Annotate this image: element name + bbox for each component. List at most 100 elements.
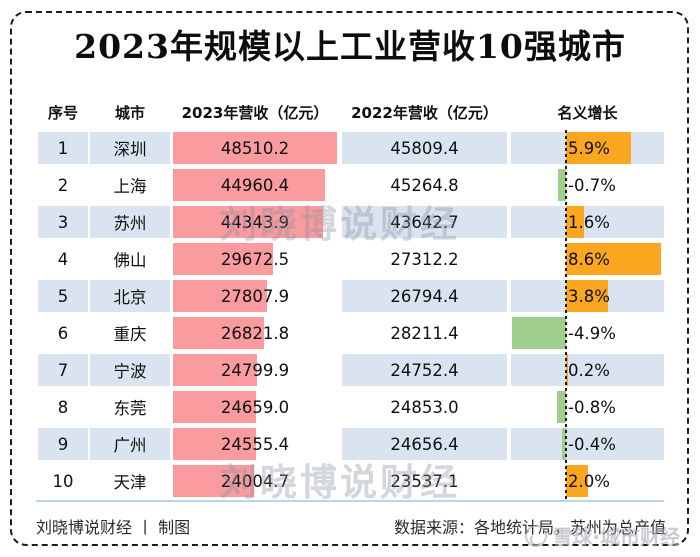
rev2022-value: 27312.2 (390, 249, 459, 269)
rev2023-bar (173, 243, 274, 275)
source-text: 数据来源：各地统计局，苏州为总产值 (393, 518, 666, 537)
rev2023-value: 24004.7 (220, 471, 290, 491)
rev2023-cell: 27807.9 (173, 280, 337, 312)
rank-value: 2 (57, 175, 69, 195)
rev2022-value: 23537.1 (390, 471, 459, 491)
table-row: 10 天津 24004.7 23537.1 2.0% (0, 465, 700, 497)
table-row: 2 上海 44960.4 45264.8 -0.7% (0, 169, 700, 201)
growth-cell: -0.4% (511, 428, 664, 460)
rev2023-cell: 24799.9 (173, 354, 337, 386)
rev2023-cell: 24555.4 (173, 428, 337, 460)
rank-value: 7 (57, 360, 69, 380)
table-row: 7 宁波 24799.9 24752.4 0.2% (0, 354, 700, 386)
rev2023-cell: 48510.2 (173, 132, 337, 164)
rank-value: 6 (57, 323, 69, 343)
rank-value: 1 (57, 138, 69, 158)
rev2023-value: 44960.4 (220, 175, 290, 195)
rev2022-value: 45809.4 (390, 138, 459, 158)
growth-cell: -4.9% (511, 317, 664, 349)
rev2023-cell: 24004.7 (173, 465, 337, 497)
rev2022-cell: 26794.4 (342, 280, 507, 312)
growth-cell: 1.6% (511, 206, 664, 238)
rev2023-cell: 29672.5 (173, 243, 337, 275)
growth-value: 1.6% (568, 212, 610, 232)
table-row: 5 北京 27807.9 26794.4 3.8% (0, 280, 700, 312)
rev2022-value: 43642.7 (390, 212, 459, 232)
city-name: 北京 (113, 288, 147, 307)
rank-cell: 6 (38, 317, 88, 349)
table-row: 3 苏州 44343.9 43642.7 1.6% (0, 206, 700, 238)
city-cell: 佛山 (90, 243, 170, 275)
city-cell: 广州 (90, 428, 170, 460)
rev2023-bar (173, 132, 337, 164)
table-body: 1 深圳 48510.2 45809.4 5.9% 2 上海 44960.4 45264.8 -0… (0, 132, 700, 502)
rev2023-bar (173, 428, 256, 460)
rev2023-value: 24799.9 (220, 360, 290, 380)
rank-cell: 2 (38, 169, 88, 201)
growth-cell: -0.8% (511, 391, 664, 423)
table-row: 1 深圳 48510.2 45809.4 5.9% (0, 132, 700, 164)
rev2022-value: 24853.0 (390, 397, 459, 417)
growth-bar-positive (566, 243, 661, 275)
city-cell: 天津 (90, 465, 170, 497)
column-header-city: 城市 (114, 103, 145, 122)
growth-cell: 8.6% (511, 243, 664, 275)
growth-value: 2.0% (568, 471, 610, 491)
city-name: 东莞 (113, 399, 147, 418)
rev2023-cell: 44343.9 (173, 206, 337, 238)
page-title: 2023年规模以上工业营收10强城市 (74, 27, 626, 66)
table-row: 4 佛山 29672.5 27312.2 8.6% (0, 243, 700, 275)
rev2023-value: 27807.9 (220, 286, 290, 306)
rank-cell: 4 (38, 243, 88, 275)
column-header-2022: 2022年营收（亿元） (351, 103, 498, 122)
rev2022-value: 28211.4 (390, 323, 459, 343)
growth-value: -0.4% (568, 434, 616, 454)
table-row: 6 重庆 26821.8 28211.4 -4.9% (0, 317, 700, 349)
rev2023-bar (173, 206, 323, 238)
table-bottom-border (36, 500, 664, 502)
growth-value: 3.8% (568, 286, 610, 306)
city-name: 重庆 (113, 325, 147, 344)
column-header-rank: 序号 (47, 103, 78, 122)
rank-value: 5 (57, 286, 69, 306)
rev2022-cell: 24752.4 (342, 354, 507, 386)
rev2023-value: 44343.9 (220, 212, 290, 232)
rev2022-value: 26794.4 (390, 286, 459, 306)
growth-bar-positive (566, 280, 608, 312)
rev2022-value: 45264.8 (390, 175, 459, 195)
rank-cell: 3 (38, 206, 88, 238)
rev2023-value: 24555.4 (220, 434, 290, 454)
city-cell: 上海 (90, 169, 170, 201)
rank-value: 8 (57, 397, 69, 417)
rev2022-cell: 45809.4 (342, 132, 507, 164)
column-header-growth: 名义增长 (557, 103, 618, 122)
rev2023-cell: 26821.8 (173, 317, 337, 349)
rev2022-cell: 24656.4 (342, 428, 507, 460)
city-cell: 宁波 (90, 354, 170, 386)
growth-bar-negative (512, 317, 566, 349)
rank-cell: 7 (38, 354, 88, 386)
growth-bar-positive (566, 465, 588, 497)
growth-cell: 5.9% (511, 132, 664, 164)
rev2023-bar (173, 280, 267, 312)
growth-bar-negative (561, 428, 566, 460)
city-name: 宁波 (113, 362, 147, 381)
rank-value: 3 (57, 212, 69, 232)
city-name: 深圳 (113, 140, 147, 159)
rank-cell: 9 (38, 428, 88, 460)
rev2023-bar (173, 169, 325, 201)
rev2022-cell: 43642.7 (342, 206, 507, 238)
rev2022-value: 24752.4 (390, 360, 459, 380)
rank-value: 9 (57, 434, 69, 454)
city-cell: 重庆 (90, 317, 170, 349)
growth-bar-positive (566, 132, 631, 164)
rev2022-value: 24656.4 (390, 434, 459, 454)
city-cell: 深圳 (90, 132, 170, 164)
growth-bar-negative (557, 391, 566, 423)
growth-cell: 3.8% (511, 280, 664, 312)
growth-bar-negative (558, 169, 566, 201)
rev2023-value: 29672.5 (220, 249, 290, 269)
zero-axis-line (565, 130, 567, 502)
rev2022-cell: 24853.0 (342, 391, 507, 423)
growth-value: -0.7% (568, 175, 616, 195)
